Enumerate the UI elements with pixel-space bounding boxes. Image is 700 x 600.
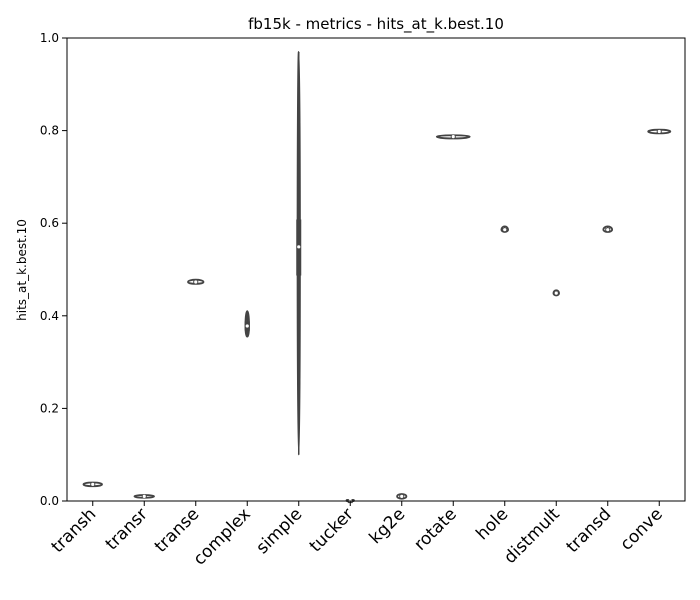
y-tick-label: 0.2 <box>40 401 59 415</box>
y-axis-label: hits_at_k.best.10 <box>15 219 29 321</box>
violin-median-point <box>142 494 146 498</box>
x-tick-label: rotate <box>410 504 460 554</box>
y-tick-label: 1.0 <box>40 31 59 45</box>
x-tick-label: distmult <box>500 504 564 568</box>
violin-median-point <box>657 129 661 134</box>
y-tick-label: 0.0 <box>40 494 59 508</box>
plot-area <box>82 50 672 504</box>
violin-median-point <box>245 324 249 328</box>
x-tick-label: kg2e <box>366 504 410 548</box>
x-tick-label: simple <box>252 504 306 558</box>
violin-median-point <box>194 280 198 284</box>
x-tick-label: tucker <box>306 504 358 556</box>
y-tick-label: 0.6 <box>40 216 59 230</box>
x-tick-label: transh <box>48 504 101 557</box>
violin-median-point <box>451 135 455 139</box>
y-tick-label: 0.4 <box>40 309 59 323</box>
violin-median-point <box>297 245 301 249</box>
y-tick-label: 0.8 <box>40 124 59 138</box>
x-tick-label: transr <box>102 504 152 554</box>
x-tick-label: hole <box>472 504 512 544</box>
axes-frame <box>66 37 686 502</box>
violin-median-point <box>503 228 507 232</box>
chart-title: fb15k - metrics - hits_at_k.best.10 <box>248 15 504 34</box>
x-tick-label: conve <box>617 504 667 554</box>
x-tick-label: transd <box>563 504 616 557</box>
violin-median-point <box>91 482 95 486</box>
x-tick-label: complex <box>190 504 255 569</box>
violin-median-point <box>606 228 610 232</box>
violin-median-point <box>400 494 404 498</box>
violin-median-point <box>554 291 558 295</box>
